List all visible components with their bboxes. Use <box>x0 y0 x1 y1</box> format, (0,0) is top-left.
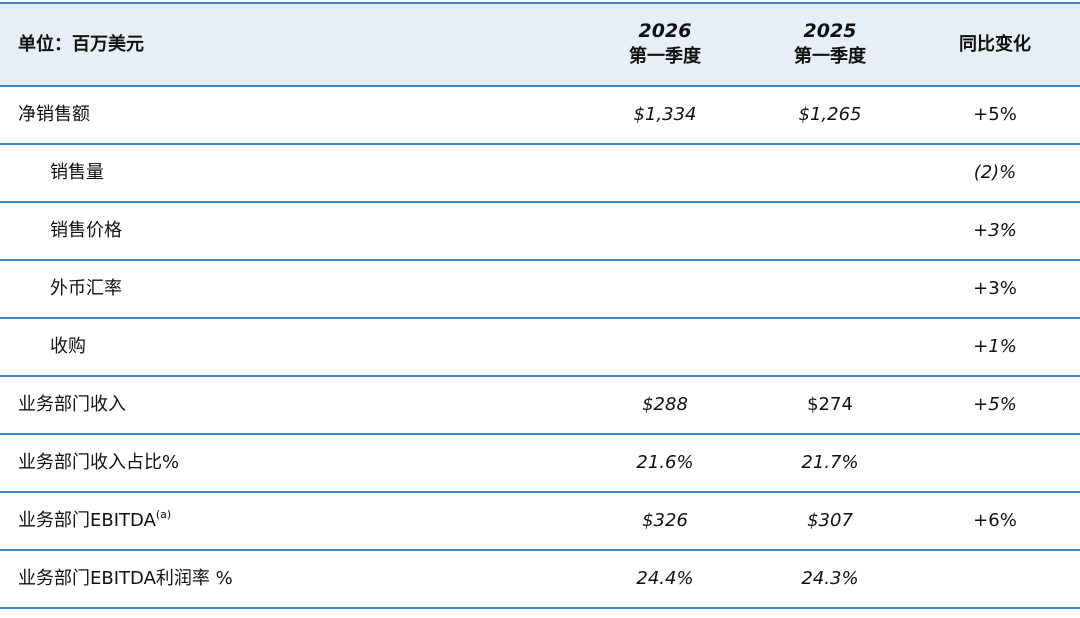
value-yoy: +5% <box>973 394 1017 415</box>
value-yoy <box>940 435 1050 491</box>
value-2025: $274 <box>807 394 853 415</box>
table-row-acquisition: 收购 +1% <box>0 319 1080 377</box>
value-yoy: +6% <box>973 510 1017 531</box>
table-row-segment-ebitda-margin: 业务部门EBITDA利润率 % 24.4% 24.3% <box>0 551 1080 609</box>
table-row-volume: 销售量 (2)% <box>0 145 1080 203</box>
quarter-2025: 第一季度 <box>794 46 866 67</box>
year-2025: 2025 <box>803 20 857 42</box>
value-2026: 21.6% <box>636 452 694 473</box>
footnote-marker: (a) <box>155 508 172 521</box>
row-label: 业务部门收入占比% <box>18 452 180 473</box>
table-header: 单位：百万美元 2026 第一季度 2025 第一季度 同比变化 <box>0 2 1080 87</box>
value-2026: 24.4% <box>636 568 694 589</box>
value-2026 <box>610 203 720 259</box>
unit-label: 单位：百万美元 <box>18 34 144 55</box>
value-2025: $307 <box>807 510 853 531</box>
row-label: 外币汇率 <box>50 278 122 299</box>
value-yoy: +3% <box>973 278 1017 299</box>
value-yoy: +1% <box>973 336 1017 357</box>
row-label: 净销售额 <box>18 104 90 125</box>
table-row-fx: 外币汇率 +3% <box>0 261 1080 319</box>
row-label: 销售价格 <box>50 220 122 241</box>
value-2026 <box>610 261 720 317</box>
column-header-yoy: 同比变化 <box>959 34 1031 55</box>
table-row-segment-income-pct: 业务部门收入占比% 21.6% 21.7% <box>0 435 1080 493</box>
value-2025 <box>775 261 885 317</box>
value-2026: $1,334 <box>633 104 697 125</box>
row-label: 收购 <box>50 336 86 357</box>
table-row-segment-income: 业务部门收入 $288 $274 +5% <box>0 377 1080 435</box>
row-label: 业务部门EBITDA利润率 % <box>18 568 233 589</box>
value-2025 <box>775 203 885 259</box>
value-yoy: +5% <box>973 104 1017 125</box>
value-2025: 21.7% <box>801 452 859 473</box>
value-2026: $326 <box>642 510 688 531</box>
value-2026: $288 <box>642 394 688 415</box>
value-2026 <box>610 145 720 201</box>
row-label: 销售量 <box>50 162 104 183</box>
row-label: 业务部门EBITDA(a) <box>18 493 171 549</box>
table-row-price: 销售价格 +3% <box>0 203 1080 261</box>
column-header-2026: 2026 第一季度 <box>610 18 720 70</box>
quarter-2026: 第一季度 <box>629 46 701 67</box>
table-row-net-sales: 净销售额 $1,334 $1,265 +5% <box>0 87 1080 145</box>
value-2026 <box>610 319 720 375</box>
value-yoy <box>940 551 1050 607</box>
value-2025 <box>775 319 885 375</box>
column-header-2025: 2025 第一季度 <box>775 18 885 70</box>
table-row-segment-ebitda: 业务部门EBITDA(a) $326 $307 +6% <box>0 493 1080 551</box>
value-2025: 24.3% <box>801 568 859 589</box>
value-2025: $1,265 <box>798 104 862 125</box>
value-yoy: +3% <box>973 220 1017 241</box>
year-2026: 2026 <box>638 20 692 42</box>
row-label: 业务部门收入 <box>18 394 126 415</box>
value-2025 <box>775 145 885 201</box>
row-label-text: 业务部门EBITDA <box>18 510 156 531</box>
value-yoy: (2)% <box>973 162 1017 183</box>
